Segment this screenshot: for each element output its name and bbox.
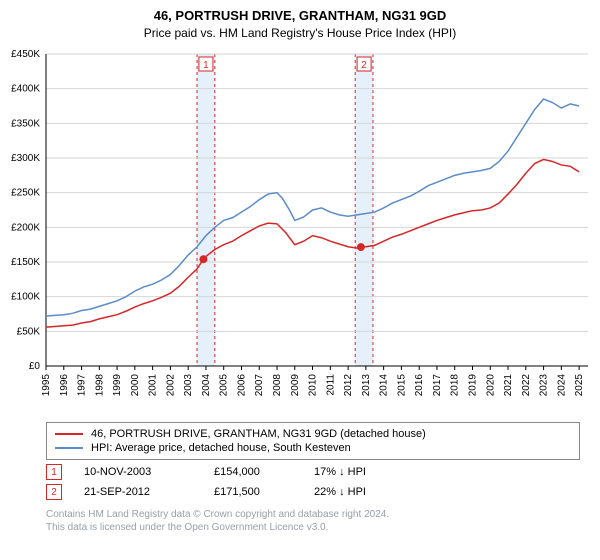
- svg-text:2009: 2009: [290, 374, 301, 397]
- svg-text:2016: 2016: [414, 374, 425, 397]
- footer-line-1: Contains HM Land Registry data © Crown c…: [46, 508, 580, 521]
- svg-text:2025: 2025: [574, 374, 585, 397]
- svg-text:2024: 2024: [556, 374, 567, 397]
- footer-line-2: This data is licensed under the Open Gov…: [46, 521, 580, 534]
- svg-text:2008: 2008: [272, 374, 283, 397]
- sale-badge: 2: [46, 484, 62, 500]
- svg-text:1998: 1998: [94, 374, 105, 397]
- svg-text:1995: 1995: [41, 374, 52, 397]
- svg-text:2005: 2005: [219, 374, 230, 397]
- sale-badge: 1: [46, 464, 62, 480]
- svg-text:2004: 2004: [201, 374, 212, 397]
- svg-text:2021: 2021: [503, 374, 514, 397]
- sale-price: £171,500: [214, 486, 314, 498]
- legend-swatch: [55, 433, 83, 435]
- svg-text:£100K: £100K: [11, 292, 40, 303]
- svg-text:£250K: £250K: [11, 188, 40, 199]
- svg-text:2003: 2003: [183, 374, 194, 397]
- svg-text:2018: 2018: [450, 374, 461, 397]
- svg-text:2013: 2013: [361, 374, 372, 397]
- sales-list: 1 10-NOV-2003£154,00017% ↓ HPI 2 21-SEP-201…: [0, 464, 600, 500]
- sale-date: 21-SEP-2012: [84, 486, 214, 498]
- svg-text:£150K: £150K: [11, 257, 40, 268]
- svg-text:£50K: £50K: [17, 326, 41, 337]
- svg-text:£0: £0: [29, 361, 41, 372]
- svg-text:1999: 1999: [112, 374, 123, 397]
- svg-text:2000: 2000: [130, 374, 141, 397]
- chart-title: 46, PORTRUSH DRIVE, GRANTHAM, NG31 9GD: [0, 0, 600, 23]
- svg-text:2011: 2011: [325, 374, 336, 396]
- svg-text:2014: 2014: [379, 374, 390, 397]
- legend-item: 46, PORTRUSH DRIVE, GRANTHAM, NG31 9GD (…: [55, 427, 571, 441]
- svg-text:2010: 2010: [308, 374, 319, 397]
- svg-text:2023: 2023: [539, 374, 550, 397]
- svg-text:2001: 2001: [148, 374, 159, 397]
- sale-marker: [199, 255, 207, 263]
- svg-text:£300K: £300K: [11, 153, 40, 164]
- chart-area: 1 2 £0 £50K £100K £150K £200K £250K £300K £350K £4…: [0, 46, 600, 416]
- svg-text:2022: 2022: [521, 374, 532, 397]
- legend-label: 46, PORTRUSH DRIVE, GRANTHAM, NG31 9GD (…: [91, 428, 426, 440]
- svg-text:1997: 1997: [77, 374, 88, 397]
- svg-text:2020: 2020: [485, 374, 496, 397]
- sale-price: £154,000: [214, 466, 314, 478]
- svg-text:2: 2: [361, 60, 367, 71]
- chart-subtitle: Price paid vs. HM Land Registry's House …: [0, 23, 600, 46]
- legend-item: HPI: Average price, detached house, Sout…: [55, 441, 571, 455]
- svg-text:2012: 2012: [343, 374, 354, 397]
- svg-text:2015: 2015: [396, 374, 407, 397]
- svg-text:£450K: £450K: [11, 49, 40, 60]
- sale-delta: 22% ↓ HPI: [314, 486, 434, 498]
- legend-swatch: [55, 447, 83, 449]
- svg-text:1996: 1996: [59, 374, 70, 397]
- svg-text:2017: 2017: [432, 374, 443, 397]
- svg-text:2019: 2019: [467, 374, 478, 397]
- sale-date: 10-NOV-2003: [84, 466, 214, 478]
- sale-row: 2 21-SEP-2012£171,50022% ↓ HPI: [46, 484, 580, 500]
- svg-text:£200K: £200K: [11, 222, 40, 233]
- legend: 46, PORTRUSH DRIVE, GRANTHAM, NG31 9GD (…: [46, 422, 580, 460]
- svg-text:£350K: £350K: [11, 118, 40, 129]
- line-chart-svg: 1 2 £0 £50K £100K £150K £200K £250K £300K £350K £4…: [0, 46, 600, 416]
- svg-text:2007: 2007: [254, 374, 265, 397]
- footer-attribution: Contains HM Land Registry data © Crown c…: [46, 508, 580, 534]
- svg-text:2006: 2006: [236, 374, 247, 397]
- legend-label: HPI: Average price, detached house, Sout…: [91, 442, 351, 454]
- svg-text:£400K: £400K: [11, 84, 40, 95]
- sale-row: 1 10-NOV-2003£154,00017% ↓ HPI: [46, 464, 580, 480]
- sale-marker: [357, 243, 365, 251]
- sale-delta: 17% ↓ HPI: [314, 466, 434, 478]
- svg-text:1: 1: [203, 60, 209, 71]
- svg-text:2002: 2002: [165, 374, 176, 397]
